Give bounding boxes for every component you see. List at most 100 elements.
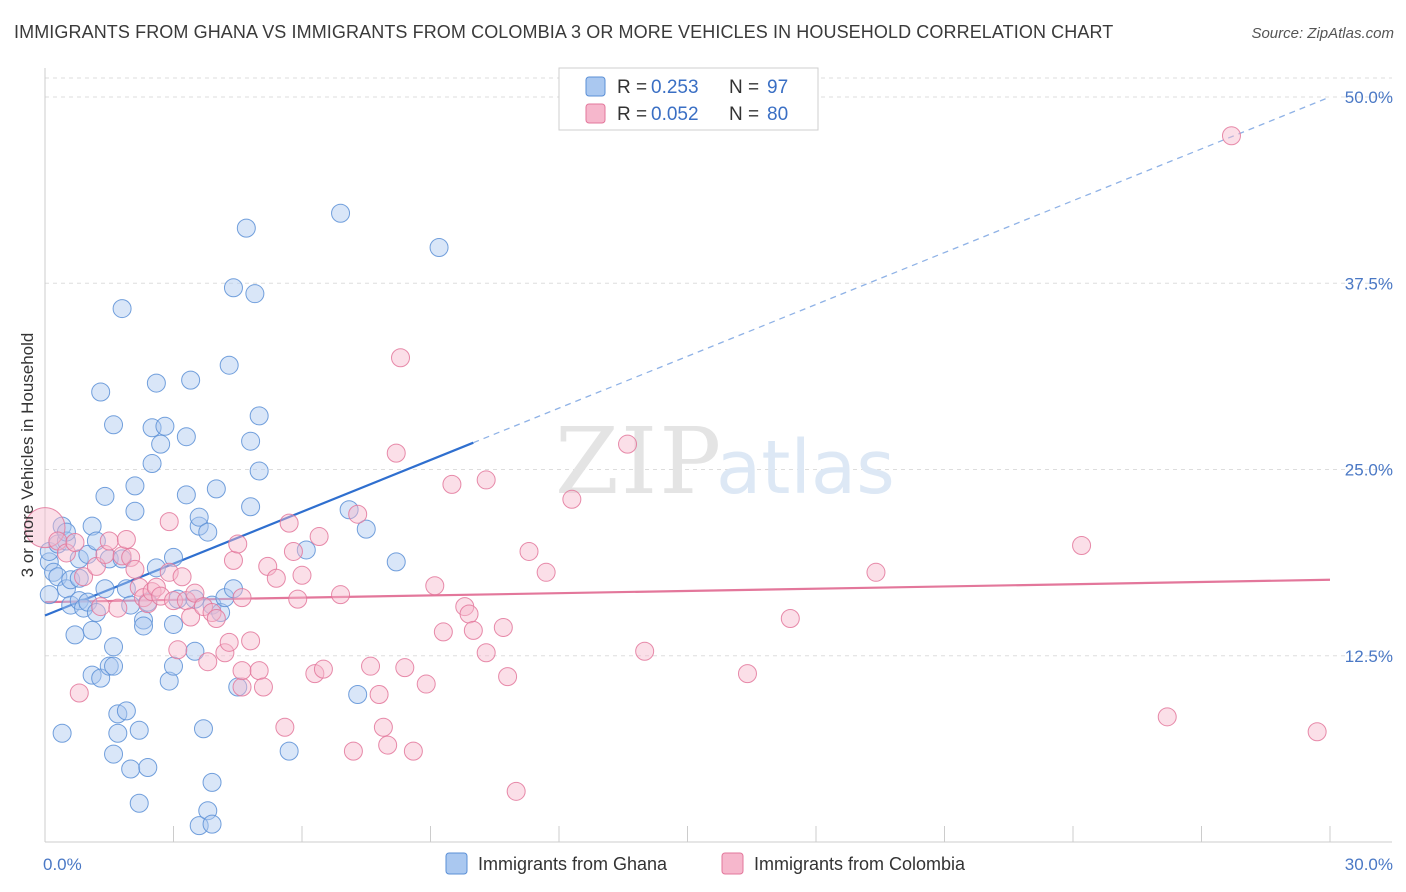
point-colombia-74	[498, 667, 518, 687]
bottom-legend: Immigrants from Ghana Immigrants from Co…	[445, 852, 966, 875]
x-tick-label-1: 30.0%	[1345, 855, 1393, 874]
x-tick-label-0: 0.0%	[43, 855, 82, 874]
point-colombia-35	[223, 550, 243, 570]
point-ghana-94	[356, 519, 376, 539]
point-colombia-47	[283, 541, 303, 561]
watermark-atlas: atlas	[716, 425, 895, 511]
point-ghana-48	[134, 616, 154, 636]
point-colombia-81	[737, 664, 757, 684]
point-ghana-89	[279, 741, 299, 761]
point-colombia-71	[476, 643, 496, 663]
point-ghana-95	[386, 552, 406, 572]
point-ghana-45	[129, 720, 149, 740]
point-ghana-96	[429, 237, 449, 257]
point-ghana-71	[198, 522, 218, 542]
chart-title: IMMIGRANTS FROM GHANA VS IMMIGRANTS FROM…	[14, 22, 1114, 42]
point-ghana-51	[142, 454, 162, 474]
point-colombia-9	[99, 531, 119, 551]
point-colombia-15	[129, 577, 149, 597]
legend-swatch-colombia	[585, 103, 606, 124]
point-colombia-85	[1157, 707, 1177, 727]
point-colombia-37	[232, 677, 252, 697]
point-colombia-36	[228, 534, 248, 554]
y-tick-label-1: 25.0%	[1345, 461, 1393, 480]
point-colombia-25	[172, 567, 192, 587]
point-colombia-46	[279, 513, 299, 533]
point-ghana-62	[176, 485, 196, 505]
gridlines	[45, 77, 1392, 657]
point-colombia-27	[181, 607, 201, 627]
y-tick-label-0: 12.5%	[1345, 647, 1393, 666]
legend-r-value-ghana: 0.253	[651, 77, 699, 98]
point-colombia-54	[343, 741, 363, 761]
point-colombia-84	[1072, 535, 1092, 555]
point-ghana-41	[121, 759, 141, 779]
bottom-legend-label-ghana: Immigrants from Ghana	[478, 854, 668, 874]
point-colombia-33	[215, 643, 235, 663]
point-ghana-43	[125, 501, 145, 521]
point-colombia-80	[635, 641, 655, 661]
point-colombia-75	[506, 781, 526, 801]
point-ghana-21	[82, 620, 102, 640]
point-colombia-66	[433, 622, 453, 642]
point-colombia-40	[241, 631, 261, 651]
point-colombia-44	[266, 568, 286, 588]
point-ghana-22	[82, 516, 102, 536]
point-ghana-53	[146, 558, 166, 578]
point-ghana-92	[339, 500, 359, 520]
point-colombia-45	[275, 717, 295, 737]
point-colombia-86	[1221, 126, 1241, 146]
point-colombia-61	[391, 348, 411, 368]
point-colombia-69	[459, 604, 479, 624]
point-colombia-10	[108, 598, 128, 618]
point-ghana-76	[206, 479, 226, 499]
point-colombia-78	[562, 489, 582, 509]
point-colombia-55	[348, 504, 368, 524]
point-colombia-39	[232, 588, 252, 608]
point-colombia-7	[91, 597, 111, 617]
bottom-legend-swatch-ghana	[445, 852, 468, 875]
point-colombia-5	[74, 567, 94, 587]
point-ghana-28	[95, 486, 115, 506]
point-ghana-63	[176, 427, 196, 447]
point-colombia-50	[305, 664, 325, 684]
point-colombia-28	[185, 583, 205, 603]
point-colombia-76	[519, 541, 539, 561]
point-ghana-50	[138, 758, 158, 777]
point-colombia-62	[395, 658, 415, 678]
point-ghana-91	[331, 203, 351, 223]
legend-n-value-ghana: 97	[767, 77, 788, 98]
point-colombia-0	[24, 507, 66, 549]
point-ghana-86	[245, 284, 265, 304]
legend-r-label-colombia: R =	[617, 104, 647, 125]
point-colombia-20	[151, 586, 171, 606]
point-ghana-44	[125, 476, 145, 496]
trend-line-ghana-extension	[473, 96, 1331, 444]
point-colombia-72	[476, 470, 496, 490]
legend-n-value-colombia: 80	[767, 104, 788, 125]
point-ghana-13	[65, 625, 85, 645]
point-colombia-87	[1307, 722, 1327, 742]
point-colombia-56	[361, 656, 381, 676]
legend-swatch-ghana	[585, 76, 606, 97]
point-colombia-58	[373, 717, 393, 737]
point-ghana-29	[99, 656, 119, 676]
point-ghana-59	[164, 614, 183, 634]
legend-r-value-colombia: 0.052	[651, 104, 699, 125]
point-colombia-70	[463, 620, 483, 640]
point-ghana-32	[104, 656, 124, 676]
point-ghana-46	[129, 793, 149, 813]
legend-r-label-ghana: R =	[617, 77, 647, 98]
point-colombia-21	[159, 562, 179, 582]
point-ghana-56	[155, 416, 175, 436]
point-ghana-73	[202, 772, 222, 792]
legend-n-label-ghana: N =	[729, 77, 759, 98]
bottom-legend-label-colombia: Immigrants from Colombia	[754, 854, 966, 874]
trend-line-ghana	[44, 441, 474, 617]
y-tick-label-3: 50.0%	[1345, 88, 1393, 107]
point-ghana-6	[52, 723, 72, 743]
axes	[44, 68, 1392, 843]
point-ghana-93	[348, 684, 368, 704]
point-ghana-83	[236, 218, 256, 238]
point-ghana-87	[249, 461, 269, 481]
